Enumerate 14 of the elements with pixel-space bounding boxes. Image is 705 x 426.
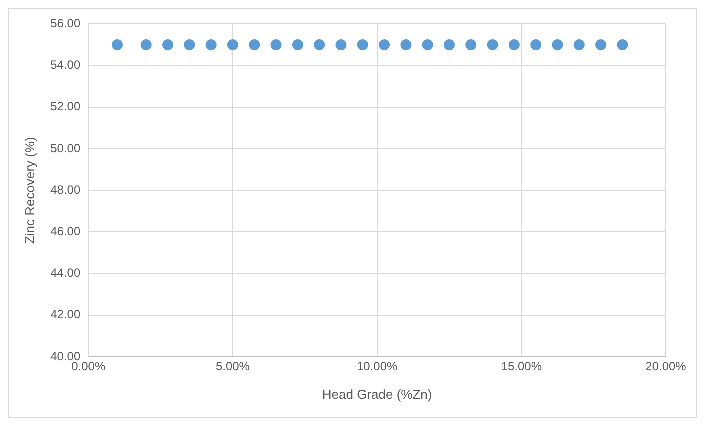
y-tick-label: 50.00 <box>50 141 81 156</box>
y-tick-label: 42.00 <box>50 308 81 322</box>
y-tick-label: 48.00 <box>50 182 81 197</box>
y-tick-label: 56.00 <box>50 16 81 31</box>
x-tick-label: 20.00% <box>646 360 687 374</box>
x-tick-label: 5.00% <box>216 360 250 374</box>
x-tick-label: 10.00% <box>356 360 398 374</box>
y-tick-label: 52.00 <box>50 100 81 114</box>
y-tick-label: 54.00 <box>50 58 81 72</box>
x-tick-label: 15.00% <box>501 360 542 374</box>
y-tick-label: 46.00 <box>50 224 81 239</box>
x-axis-title: Head Grade (%Zn) <box>322 386 432 402</box>
y-tick-label: 44.00 <box>50 266 81 280</box>
y-axis-title: Zinc Recovery (%) <box>22 137 38 244</box>
